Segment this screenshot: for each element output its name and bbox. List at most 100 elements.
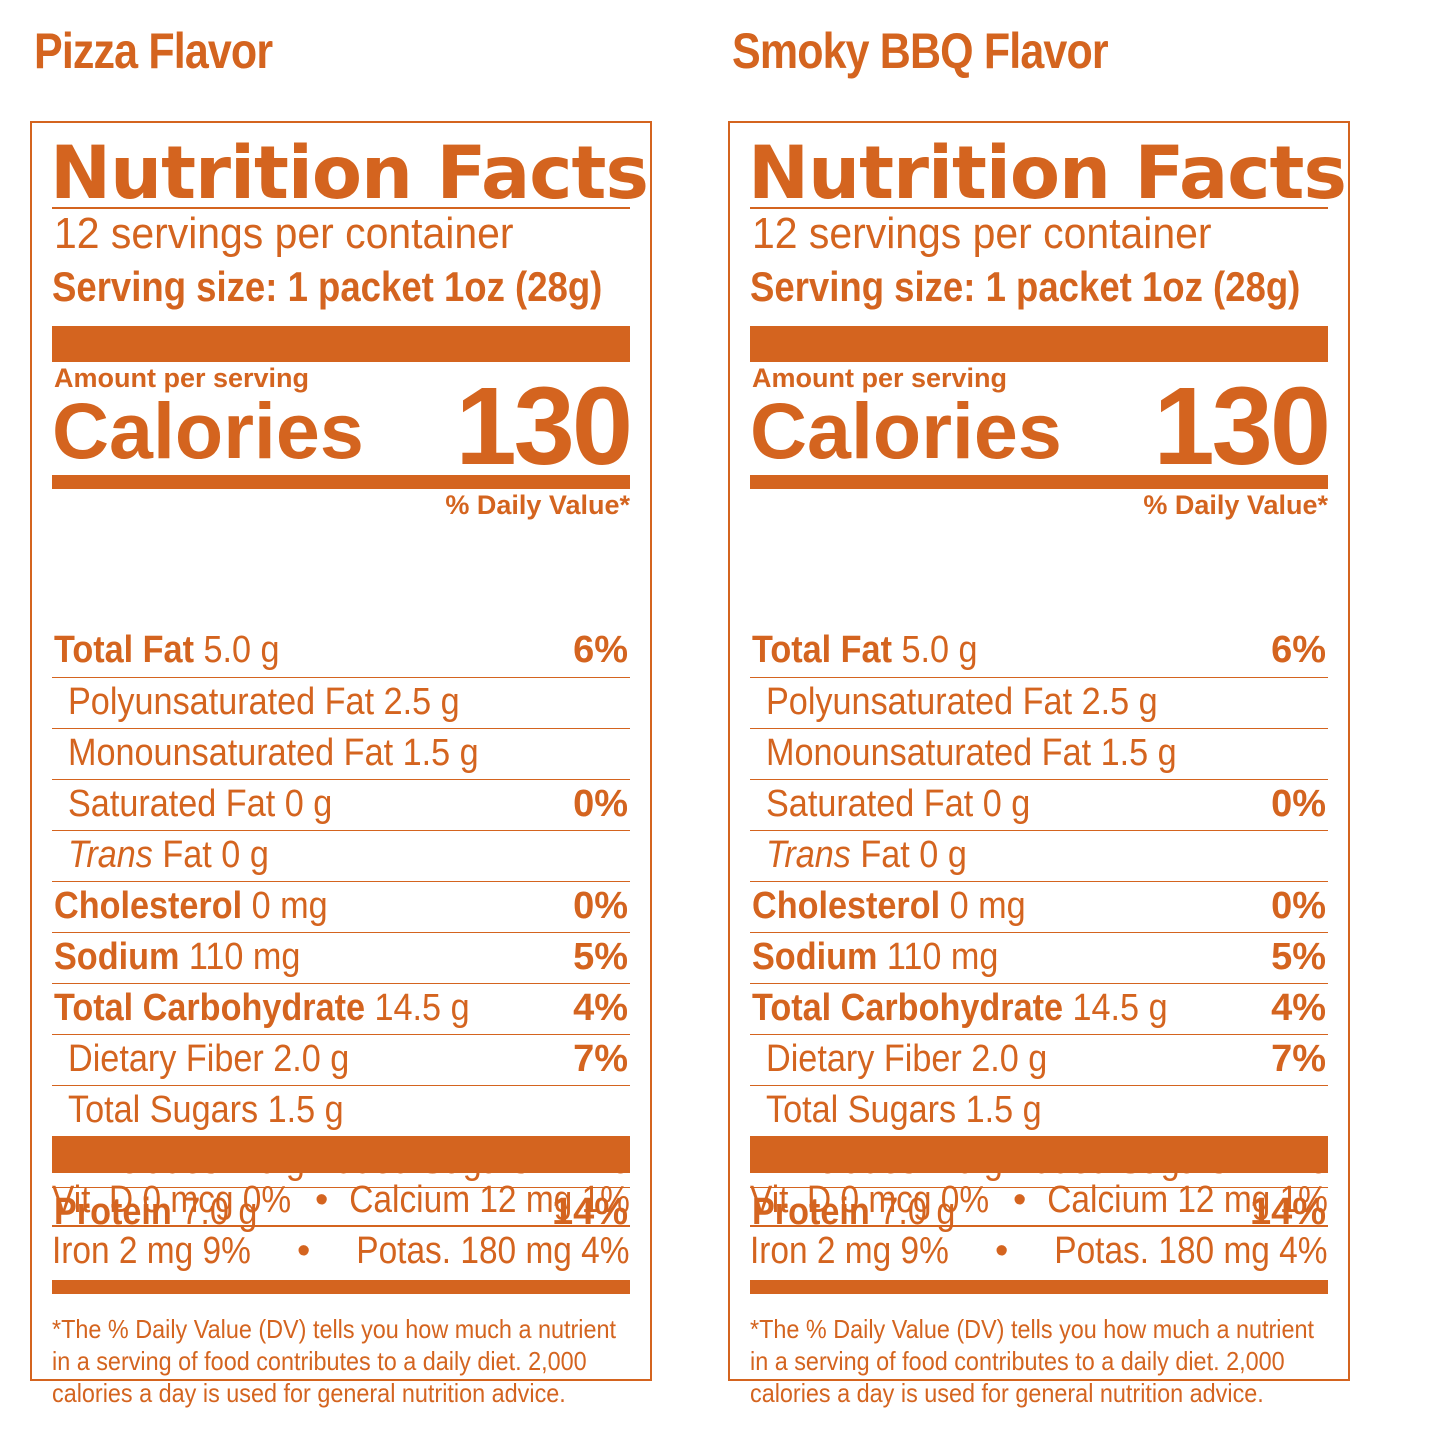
nutrient-name: Total Sugars 1.5 g [68, 1089, 344, 1131]
nutrient-row: Total Fat 5.0 g 6% [750, 626, 1328, 677]
vitamin-separator: • [1013, 1179, 1027, 1221]
nutrient-amount: 5.0 g [891, 629, 978, 671]
nutrient-row: Total Sugars 1.5 g [52, 1085, 630, 1137]
nutrient-name: Monounsaturated Fat 1.5 g [68, 732, 479, 774]
nutrient-name: Polyunsaturated Fat 2.5 g [68, 681, 460, 723]
nutrient-row: Monounsaturated Fat 1.5 g [52, 728, 630, 780]
daily-value-percent: 0% [573, 783, 628, 825]
vitamin-right: Calcium 12 mg 1% [1047, 1179, 1328, 1221]
nutrition-facts-heading: Nutrition Facts [50, 131, 649, 216]
divider [52, 1225, 630, 1227]
daily-value-percent: 0% [573, 885, 628, 927]
vitamin-right: Potas. 180 mg 4% [1054, 1230, 1328, 1272]
divider [52, 207, 630, 209]
nutrient-row: Saturated Fat 0 g 0% [52, 779, 630, 831]
nutrition-facts-label: Nutrition Facts 12 servings per containe… [30, 121, 652, 1408]
nutrient-row: Sodium 110 mg 5% [750, 932, 1328, 984]
daily-value-footnote: *The % Daily Value (DV) tells you how mu… [750, 1314, 1315, 1408]
daily-value-percent: 6% [573, 629, 628, 671]
daily-value-percent: 7% [1271, 1038, 1326, 1080]
daily-value-percent: 4% [1271, 987, 1326, 1029]
vitamin-separator: • [315, 1179, 329, 1221]
nutrient-row: Total Carbohydrate 14.5 g 4% [52, 983, 630, 1035]
medium-divider [750, 475, 1328, 489]
medium-divider [52, 475, 630, 489]
daily-value-percent: 6% [1271, 629, 1326, 671]
nutrient-name: Cholesterol [752, 885, 941, 927]
vitamin-left: Iron 2 mg 9% [52, 1230, 251, 1272]
divider [750, 207, 1328, 209]
nutrition-facts-heading: Nutrition Facts [748, 131, 1347, 216]
bbq-flavor-panel: Smoky BBQ Flavor Nutrition Facts 12 serv… [728, 0, 1358, 1445]
flavor-title: Smoky BBQ Flavor [732, 23, 1109, 79]
vitamin-left: Vit. D 0 mcg 0% [750, 1179, 990, 1221]
vitamin-separator: • [995, 1230, 1009, 1272]
daily-value-percent: 5% [1271, 936, 1326, 978]
nutrient-name: Saturated Fat 0 g [68, 783, 333, 825]
calories-label: Calories [750, 386, 1062, 475]
nutrition-facts-label: Nutrition Facts 12 servings per containe… [728, 121, 1350, 1408]
thick-divider [750, 326, 1328, 362]
vitamin-row: Iron 2 mg 9% • Potas. 180 mg 4% [52, 1226, 630, 1276]
nutrient-name: Dietary Fiber 2.0 g [766, 1038, 1048, 1080]
serving-size: Serving size: 1 packet 1oz (28g) [750, 263, 1301, 310]
nutrient-name: Polyunsaturated Fat 2.5 g [766, 681, 1158, 723]
nutrient-row: Total Carbohydrate 14.5 g 4% [750, 983, 1328, 1035]
nutrient-row: Saturated Fat 0 g 0% [750, 779, 1328, 831]
daily-value-percent: 4% [573, 987, 628, 1029]
nutrient-name: Saturated Fat 0 g [766, 783, 1031, 825]
nutrient-name: Total Sugars 1.5 g [766, 1089, 1042, 1131]
vitamin-right: Calcium 12 mg 1% [349, 1179, 630, 1221]
vitamin-row: Iron 2 mg 9% • Potas. 180 mg 4% [750, 1226, 1328, 1276]
daily-value-footnote: *The % Daily Value (DV) tells you how mu… [52, 1314, 617, 1408]
nutrient-amount: 14.5 g [1063, 987, 1168, 1029]
amount-per-serving: Amount per serving [752, 363, 1008, 393]
nutrient-row: Cholesterol 0 mg 0% [52, 881, 630, 933]
nutrient-name: Trans [68, 834, 153, 876]
thick-divider [52, 326, 630, 362]
servings-per-container: 12 servings per container [54, 209, 514, 258]
nutrient-amount: 5.0 g [193, 629, 280, 671]
nutrient-row: Total Sugars 1.5 g [750, 1085, 1328, 1137]
nutrient-name: Total Carbohydrate [752, 987, 1064, 1029]
vitamin-row: Vit. D 0 mcg 0% • Calcium 12 mg 1% [52, 1175, 630, 1225]
nutrient-amount: 0 mg [242, 885, 328, 927]
divider [750, 1225, 1328, 1227]
nutrient-row: Dietary Fiber 2.0 g 7% [52, 1034, 630, 1086]
thick-divider [750, 1137, 1328, 1173]
thick-divider [52, 1137, 630, 1173]
vitamin-separator: • [297, 1230, 311, 1272]
medium-divider [750, 1280, 1328, 1294]
nutrient-name: Cholesterol [54, 885, 243, 927]
nutrient-name: Trans [766, 834, 851, 876]
nutrient-row: Sodium 110 mg 5% [52, 932, 630, 984]
servings-per-container: 12 servings per container [752, 209, 1212, 258]
daily-value-header: % Daily Value* [445, 490, 630, 520]
nutrient-row: Polyunsaturated Fat 2.5 g [750, 677, 1328, 729]
calories-value: 130 [455, 365, 633, 488]
serving-size: Serving size: 1 packet 1oz (28g) [52, 263, 603, 310]
nutrient-row: Polyunsaturated Fat 2.5 g [52, 677, 630, 729]
nutrient-amount: 0 mg [940, 885, 1026, 927]
flavor-title: Pizza Flavor [34, 23, 273, 79]
medium-divider [52, 1280, 630, 1294]
vitamin-row: Vit. D 0 mcg 0% • Calcium 12 mg 1% [750, 1175, 1328, 1225]
nutrient-row: Monounsaturated Fat 1.5 g [750, 728, 1328, 780]
nutrient-amount: 110 mg [877, 936, 999, 978]
daily-value-percent: 7% [573, 1038, 628, 1080]
vitamin-right: Potas. 180 mg 4% [356, 1230, 630, 1272]
vitamin-left: Vit. D 0 mcg 0% [52, 1179, 292, 1221]
vitamin-left: Iron 2 mg 9% [750, 1230, 949, 1272]
amount-per-serving: Amount per serving [54, 363, 310, 393]
daily-value-percent: 0% [1271, 783, 1326, 825]
nutrient-amount: Fat 0 g [850, 834, 967, 876]
pizza-flavor-panel: Pizza Flavor Nutrition Facts 12 servings… [30, 0, 660, 1445]
nutrient-name: Total Fat [752, 629, 892, 671]
nutrient-row: Cholesterol 0 mg 0% [750, 881, 1328, 933]
nutrient-row: Trans Fat 0 g [750, 830, 1328, 882]
nutrient-row: Dietary Fiber 2.0 g 7% [750, 1034, 1328, 1086]
nutrient-row: Total Fat 5.0 g 6% [52, 626, 630, 677]
nutrient-amount: Fat 0 g [152, 834, 269, 876]
daily-value-percent: 0% [1271, 885, 1326, 927]
calories-value: 130 [1153, 365, 1331, 488]
